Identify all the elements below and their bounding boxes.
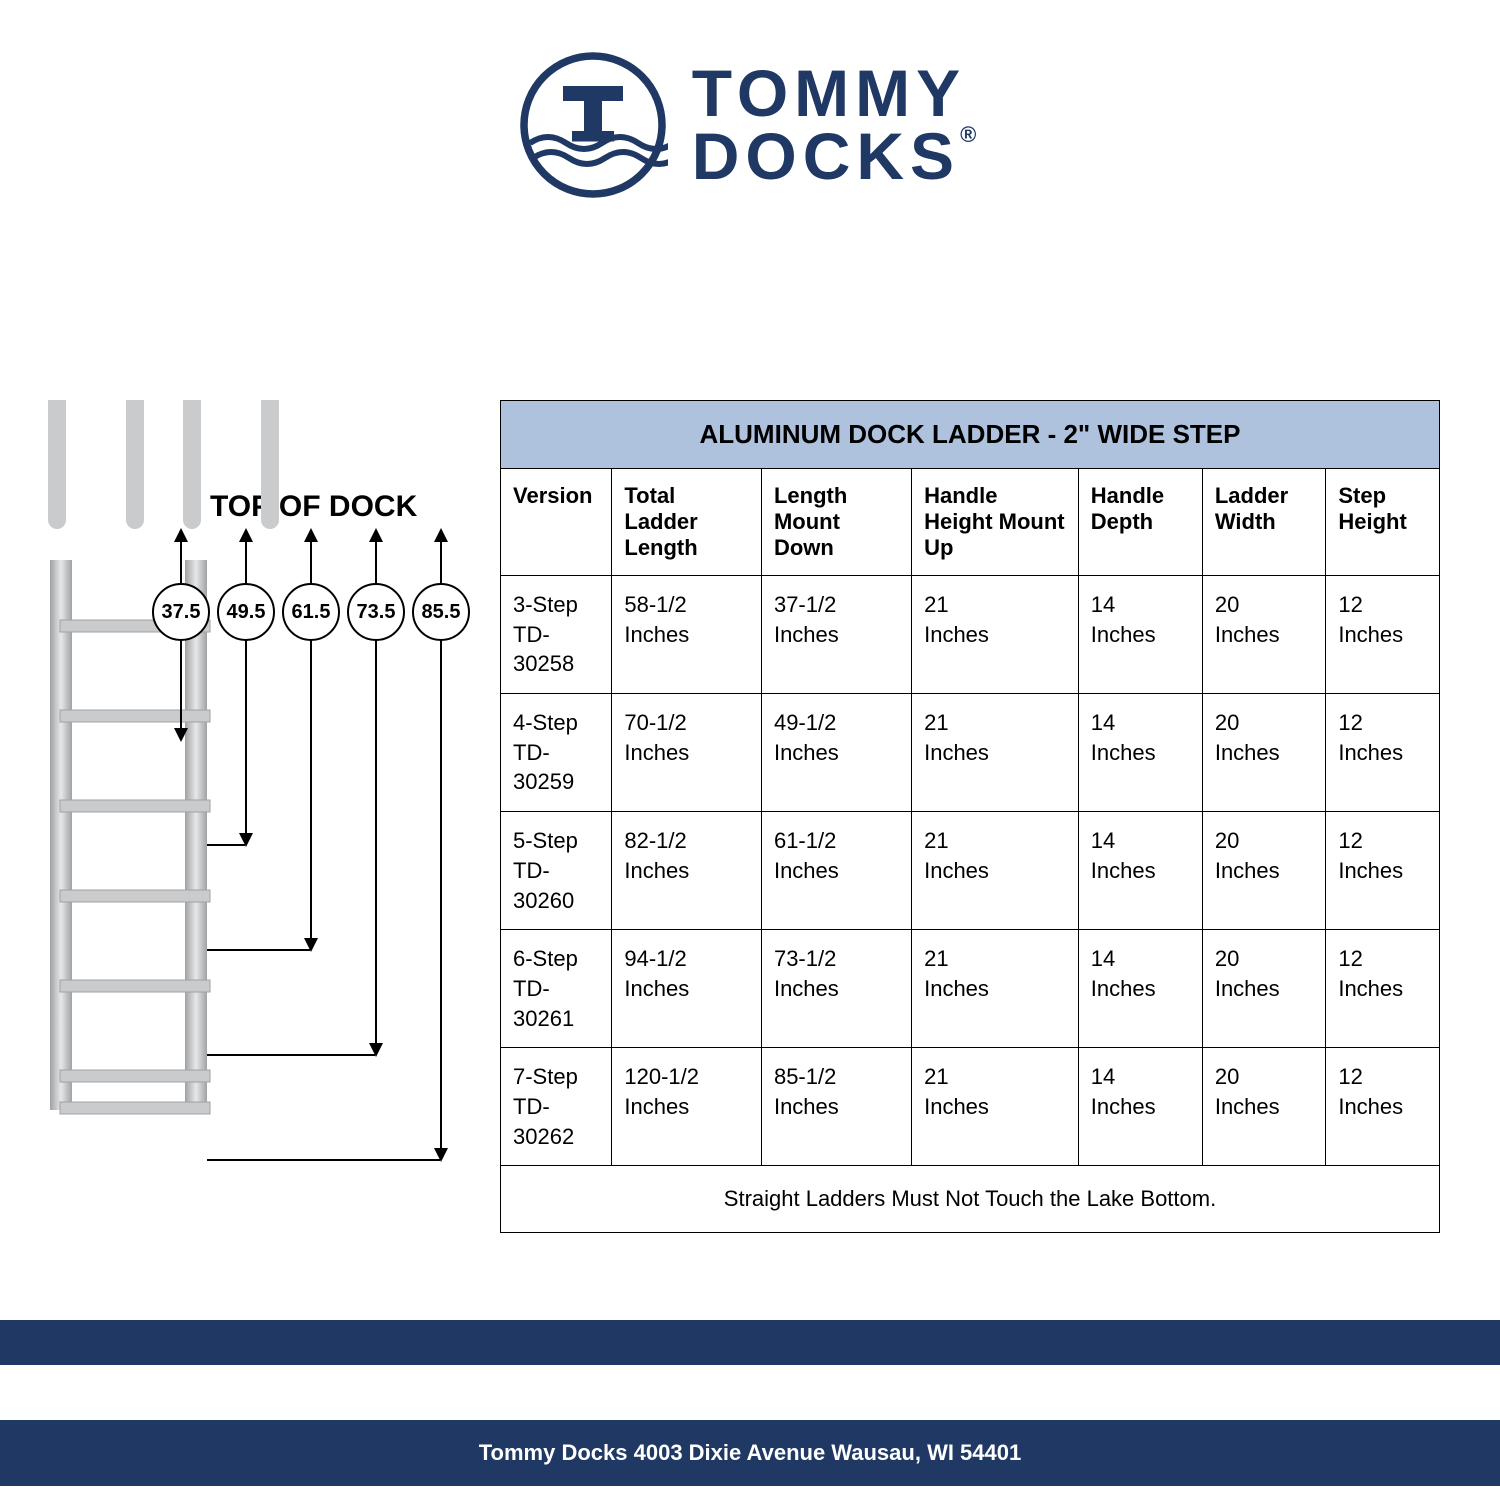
table-header: Length Mount Down <box>761 469 911 576</box>
cell-value: 14Inches <box>1078 694 1202 812</box>
cell-value: 49-1/2Inches <box>761 694 911 812</box>
measure-label: 37.5 <box>152 583 210 641</box>
cell-value: 12Inches <box>1326 930 1440 1048</box>
spec-table-wrap: ALUMINUM DOCK LADDER - 2" WIDE STEPVersi… <box>500 400 1500 1233</box>
table-title: ALUMINUM DOCK LADDER - 2" WIDE STEP <box>501 401 1440 469</box>
registered-mark: ® <box>960 122 982 147</box>
cell-value: 82-1/2Inches <box>612 812 762 930</box>
table-header: Total Ladder Length <box>612 469 762 576</box>
cell-value: 21Inches <box>912 576 1079 694</box>
brand-header: TOMMY DOCKS® <box>0 0 1500 200</box>
measure-label: 49.5 <box>217 583 275 641</box>
brand-text: TOMMY DOCKS® <box>692 62 983 187</box>
table-header: Handle Depth <box>1078 469 1202 576</box>
brand-line-2: DOCKS® <box>692 125 983 188</box>
cell-version: 4-StepTD-30259 <box>501 694 612 812</box>
arrow-up-icon <box>369 528 383 542</box>
measure-label: 85.5 <box>412 583 470 641</box>
table-header: Version <box>501 469 612 576</box>
table-header: Ladder Width <box>1202 469 1326 576</box>
divider-band <box>0 1320 1500 1365</box>
table-row: 4-StepTD-3025970-1/2Inches49-1/2Inches21… <box>501 694 1440 812</box>
cell-value: 12Inches <box>1326 694 1440 812</box>
arrow-up-icon <box>434 528 448 542</box>
ladder-svg <box>0 400 500 1200</box>
table-header: Handle Height Mount Up <box>912 469 1079 576</box>
cell-value: 14Inches <box>1078 930 1202 1048</box>
measure-line <box>245 530 247 845</box>
brand-logo-icon <box>518 50 668 200</box>
cell-value: 21Inches <box>912 694 1079 812</box>
arrow-down-icon <box>369 1043 383 1057</box>
table-row: 3-StepTD-3025858-1/2Inches37-1/2Inches21… <box>501 576 1440 694</box>
arrow-down-icon <box>239 833 253 847</box>
cell-value: 20Inches <box>1202 812 1326 930</box>
cell-value: 70-1/2Inches <box>612 694 762 812</box>
cell-value: 12Inches <box>1326 812 1440 930</box>
cell-value: 12Inches <box>1326 1048 1440 1166</box>
cell-value: 14Inches <box>1078 1048 1202 1166</box>
arrow-up-icon <box>174 528 188 542</box>
cell-value: 20Inches <box>1202 930 1326 1048</box>
cell-value: 20Inches <box>1202 576 1326 694</box>
measure-label: 61.5 <box>282 583 340 641</box>
cell-value: 120-1/2Inches <box>612 1048 762 1166</box>
arrow-down-icon <box>434 1148 448 1162</box>
arrow-down-icon <box>304 938 318 952</box>
cell-value: 21Inches <box>912 812 1079 930</box>
ladder-diagram: TOP OF DOCK 37.549.561.573.585.5 <box>0 400 500 1200</box>
arrow-down-icon <box>174 728 188 742</box>
table-header: Step Height <box>1326 469 1440 576</box>
measure-label: 73.5 <box>347 583 405 641</box>
cell-version: 3-StepTD-30258 <box>501 576 612 694</box>
table-row: 5-StepTD-3026082-1/2Inches61-1/2Inches21… <box>501 812 1440 930</box>
table-footnote: Straight Ladders Must Not Touch the Lake… <box>501 1166 1440 1233</box>
cell-version: 5-StepTD-30260 <box>501 812 612 930</box>
cell-value: 94-1/2Inches <box>612 930 762 1048</box>
arrow-up-icon <box>304 528 318 542</box>
cell-value: 58-1/2Inches <box>612 576 762 694</box>
cell-value: 61-1/2Inches <box>761 812 911 930</box>
cell-value: 21Inches <box>912 1048 1079 1166</box>
cell-value: 12Inches <box>1326 576 1440 694</box>
spec-table: ALUMINUM DOCK LADDER - 2" WIDE STEPVersi… <box>500 400 1440 1233</box>
cell-value: 20Inches <box>1202 1048 1326 1166</box>
cell-version: 6-StepTD-30261 <box>501 930 612 1048</box>
brand-line-2-text: DOCKS <box>692 119 960 193</box>
table-row: 7-StepTD-30262120-1/2Inches85-1/2Inches2… <box>501 1048 1440 1166</box>
content-row: TOP OF DOCK 37.549.561.573.585.5 ALUMINU… <box>0 400 1500 1233</box>
table-row: 6-StepTD-3026194-1/2Inches73-1/2Inches21… <box>501 930 1440 1048</box>
cell-value: 73-1/2Inches <box>761 930 911 1048</box>
cell-value: 21Inches <box>912 930 1079 1048</box>
cell-value: 85-1/2Inches <box>761 1048 911 1166</box>
cell-value: 20Inches <box>1202 694 1326 812</box>
brand-line-1: TOMMY <box>692 62 983 125</box>
footer-address: Tommy Docks 4003 Dixie Avenue Wausau, WI… <box>0 1420 1500 1486</box>
cell-value: 14Inches <box>1078 576 1202 694</box>
cell-value: 37-1/2Inches <box>761 576 911 694</box>
cell-value: 14Inches <box>1078 812 1202 930</box>
cell-version: 7-StepTD-30262 <box>501 1048 612 1166</box>
arrow-up-icon <box>239 528 253 542</box>
